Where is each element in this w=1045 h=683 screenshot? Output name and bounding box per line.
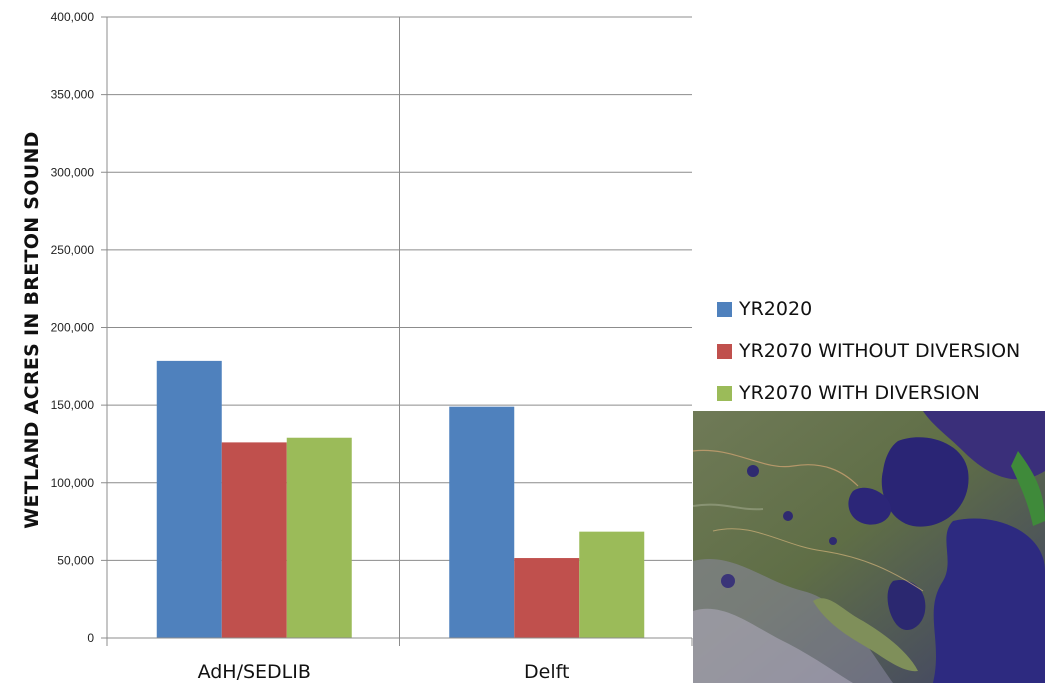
y-tick-label: 50,000 — [57, 553, 94, 567]
y-tick-label: 0 — [87, 631, 94, 645]
bar — [449, 406, 515, 638]
y-tick-label: 400,000 — [51, 10, 95, 24]
y-tick-label: 250,000 — [51, 243, 95, 257]
axes — [101, 16, 693, 646]
bar — [579, 531, 645, 638]
x-category-label: Delft — [524, 661, 569, 683]
legend-item: YR2070 WITH DIVERSION — [717, 378, 1045, 408]
bars — [156, 360, 645, 638]
y-tick-label: 200,000 — [51, 321, 95, 335]
legend-item: YR2020 — [717, 294, 1045, 324]
bar — [156, 360, 222, 638]
y-tick-label: 350,000 — [51, 88, 95, 102]
legend-swatch — [717, 343, 732, 359]
legend-label: YR2020 — [739, 298, 813, 320]
satellite-image — [693, 411, 1045, 683]
x-category-labels: AdH/SEDLIB Delft — [198, 661, 570, 683]
legend-swatch — [717, 301, 732, 317]
legend-label: YR2070 WITH DIVERSION — [739, 382, 980, 404]
y-tick-label: 150,000 — [51, 398, 95, 412]
y-axis-label: WETLAND ACRES IN BRETON SOUND — [21, 131, 43, 529]
bar — [514, 558, 580, 638]
bar — [221, 442, 287, 638]
legend-item: YR2070 WITHOUT DIVERSION — [717, 336, 1045, 366]
y-tick-label: 100,000 — [51, 476, 95, 490]
legend: YR2020 YR2070 WITHOUT DIVERSION YR2070 WIT… — [717, 294, 1045, 420]
bar — [286, 437, 352, 638]
legend-swatch — [717, 385, 732, 401]
x-category-label: AdH/SEDLIB — [198, 661, 311, 683]
legend-label: YR2070 WITHOUT DIVERSION — [739, 340, 1021, 362]
y-tick-label: 300,000 — [51, 165, 95, 179]
y-tick-labels: 0 50,000 100,000 150,000 200,000 250,000 300,0… — [51, 10, 95, 645]
